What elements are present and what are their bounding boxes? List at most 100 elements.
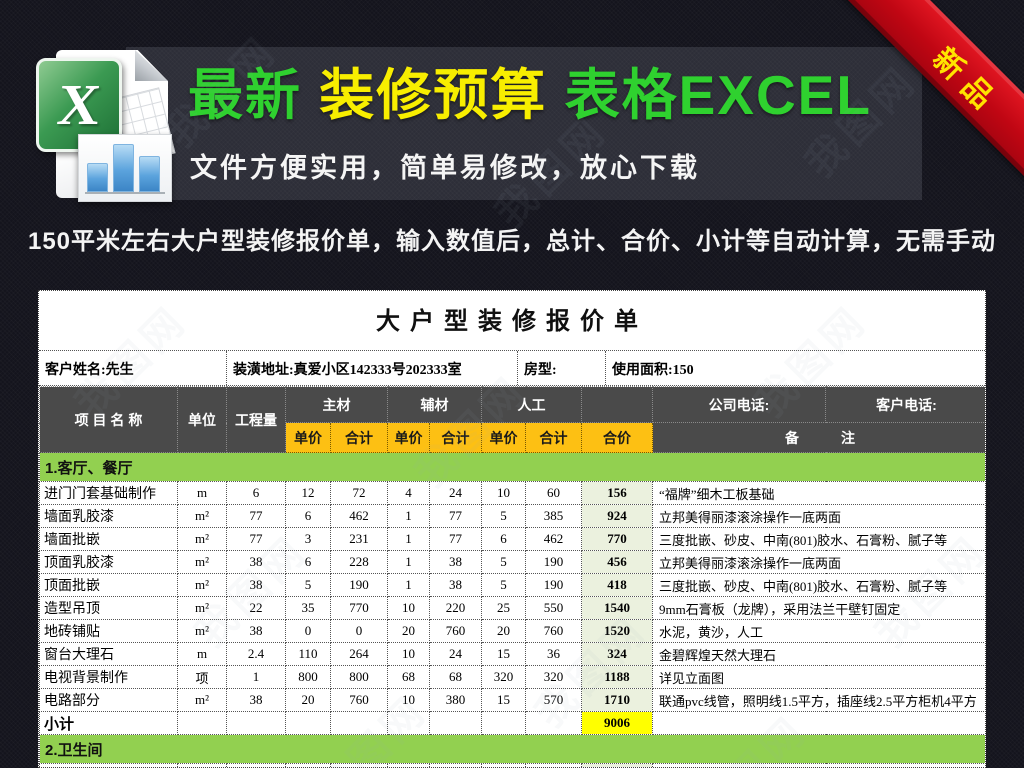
col-header-aux-subtotal: 合计 — [429, 422, 482, 453]
main-subtotal: 760 — [330, 688, 388, 712]
unit: m — [177, 763, 227, 767]
item-name: 造型吊顶 — [39, 596, 178, 620]
row-total: 456 — [581, 550, 653, 574]
labor-unit-price: 25 — [481, 596, 526, 620]
subtotal-value: 9006 — [581, 711, 653, 735]
item-row: 墙面批嵌 m² 77 3 231 1 77 6 462 770 三度批嵌、砂皮、中南(801)胶水、… — [39, 527, 985, 551]
labor-subtotal: 60 — [525, 481, 582, 505]
labor-unit-price: 15 — [481, 642, 526, 666]
main-unit-price: 6 — [285, 504, 331, 528]
item-row: 顶面批嵌 m² 38 5 190 1 38 5 190 418 三度批嵌、砂皮、中南(801)胶水、… — [39, 573, 985, 597]
main-subtotal: 72 — [330, 481, 388, 505]
tagline: 150平米左右大户型装修报价单，输入数值后，总计、合价、小计等自动计算，无需手动 — [27, 228, 997, 255]
item-name: 墙面批嵌 — [39, 527, 178, 551]
labor-subtotal: 550 — [525, 596, 582, 620]
empty-cell — [481, 711, 526, 735]
col-header-blank — [581, 386, 653, 423]
unit: m² — [177, 550, 227, 574]
row-total: 924 — [581, 504, 653, 528]
empty-cell — [387, 711, 430, 735]
unit: m — [177, 642, 227, 666]
remark: 立邦美得丽漆滚涂操作一底两面 — [652, 550, 985, 574]
col-header-company-phone: 公司电话: — [652, 386, 826, 423]
unit: m² — [177, 504, 227, 528]
item-name: 顶面乳胶漆 — [39, 550, 178, 574]
aux-unit-price: 10 — [387, 596, 430, 620]
unit: m² — [177, 688, 227, 712]
remark: 金碧辉煌天然大理石 — [652, 642, 985, 666]
main-unit-price: 6 — [285, 550, 331, 574]
excel-file-icon: X — [36, 48, 176, 202]
main-unit-price: 110 — [285, 642, 331, 666]
ribbon-label: 新品 — [926, 42, 1007, 122]
item-name: 墙面乳胶漆 — [39, 504, 178, 528]
unit: m² — [177, 527, 227, 551]
item-name: 顶面批嵌 — [39, 573, 178, 597]
quantity: 38 — [226, 550, 286, 574]
aux-subtotal: 760 — [429, 619, 482, 643]
item-name: 地砖铺贴 — [39, 619, 178, 643]
item-name: 电视背景制作 — [39, 665, 178, 689]
col-header-labor: 人工 — [481, 386, 582, 423]
main-unit-price: 20 — [285, 688, 331, 712]
labor-unit-price: 10 — [481, 763, 526, 767]
main-subtotal: 462 — [330, 504, 388, 528]
col-header-main-subtotal: 合计 — [330, 422, 388, 453]
section-title: 2.卫生间 — [39, 734, 985, 764]
row-total: 1710 — [581, 688, 653, 712]
quantity: 77 — [226, 504, 286, 528]
aux-unit-price: 10 — [387, 688, 430, 712]
row-total: 156 — [581, 481, 653, 505]
remark: 三度批嵌、砂皮、中南(801)胶水、石膏粉、腻子等 — [652, 573, 985, 597]
col-header-aux-unit-price: 单价 — [387, 422, 430, 453]
aux-unit-price: 10 — [387, 642, 430, 666]
main-subtotal: 231 — [330, 527, 388, 551]
sheet-body: 1.客厅、餐厅 进门门套基础制作 m 6 12 72 4 24 10 60 156 “福牌”细木工板基… — [39, 452, 985, 767]
aux-subtotal: 24 — [429, 642, 482, 666]
customer-name-cell: 客户姓名:先生 — [39, 351, 227, 385]
col-header-total: 合价 — [581, 422, 653, 453]
aux-unit-price: 1 — [387, 573, 430, 597]
section-header-row: 1.客厅、餐厅 — [39, 452, 985, 482]
sheet-title: 大户型装修报价单 — [376, 308, 648, 335]
labor-subtotal: 385 — [525, 504, 582, 528]
main-unit-price: 5 — [285, 573, 331, 597]
labor-subtotal: 760 — [525, 619, 582, 643]
row-total: 1188 — [581, 665, 653, 689]
aux-unit-price: 1 — [387, 504, 430, 528]
main-subtotal: 770 — [330, 596, 388, 620]
item-row: 墙面乳胶漆 m² 77 6 462 1 77 5 385 924 立邦美得丽漆滚涂操作一底两面 — [39, 504, 985, 528]
aux-unit-price: 4 — [387, 481, 430, 505]
row-total: 418 — [581, 573, 653, 597]
aux-unit-price: 68 — [387, 665, 430, 689]
empty-cell — [429, 711, 482, 735]
empty-cell — [177, 711, 227, 735]
section-header-row: 2.卫生间 — [39, 734, 985, 764]
bar-chart-icon — [78, 134, 172, 202]
row-total: 770 — [581, 527, 653, 551]
main-subtotal: 0 — [330, 619, 388, 643]
unit: m² — [177, 619, 227, 643]
col-header-unit: 单位 — [177, 386, 227, 453]
main-unit-price: 35 — [285, 596, 331, 620]
col-header-main-material: 主材 — [285, 386, 388, 423]
unit: 项 — [177, 665, 227, 689]
unit: m² — [177, 596, 227, 620]
item-row: 门套基础制作m5.51582.5527.51055165“林峰牌”细木工板基础 — [39, 763, 985, 767]
labor-unit-price: 6 — [481, 527, 526, 551]
row-total: 1540 — [581, 596, 653, 620]
aux-subtotal: 27.5 — [429, 763, 482, 767]
aux-unit-price: 1 — [387, 550, 430, 574]
item-name: 门套基础制作 — [39, 763, 178, 767]
quotation-sheet: 大户型装修报价单 客户姓名:先生 装潢地址:真爱小区142333号202333室… — [38, 290, 986, 768]
labor-unit-price: 5 — [481, 550, 526, 574]
row-total: 324 — [581, 642, 653, 666]
col-header-quantity: 工程量 — [226, 386, 286, 453]
quantity: 5.5 — [226, 763, 286, 767]
main-unit-price: 0 — [285, 619, 331, 643]
address-cell: 装潢地址:真爱小区142333号202333室 — [227, 351, 518, 385]
col-header-customer-phone: 客户电话: — [825, 386, 985, 423]
unit: m — [177, 481, 227, 505]
labor-subtotal: 36 — [525, 642, 582, 666]
